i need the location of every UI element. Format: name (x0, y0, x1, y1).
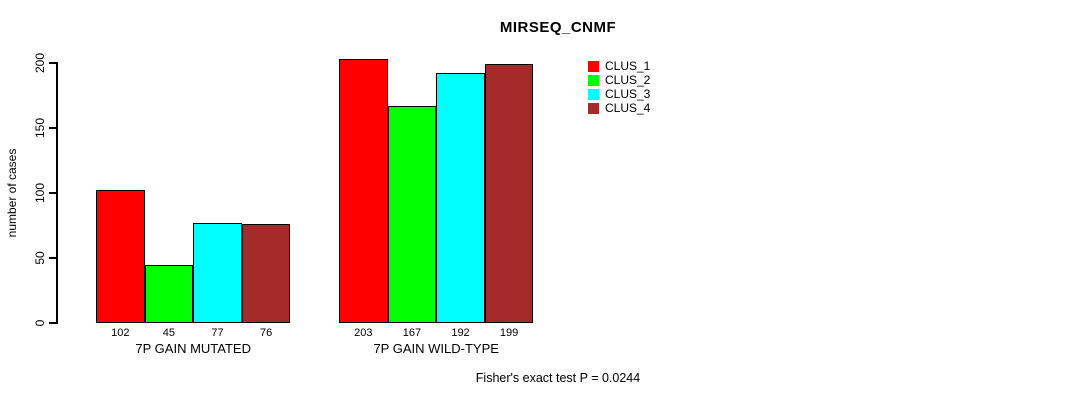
y-axis-tick-label: 150 (33, 117, 47, 139)
y-axis-tick-label: 50 (33, 251, 47, 265)
legend-item-clus_4: CLUS_4 (588, 101, 651, 115)
y-axis-tick (49, 192, 56, 194)
bar-value-label: 76 (259, 327, 273, 339)
bar-value-label: 77 (211, 327, 224, 339)
legend-swatch (588, 75, 599, 86)
y-axis-tick (49, 322, 56, 324)
bar-clus_2-2 (387, 105, 437, 323)
legend-label: CLUS_2 (605, 73, 651, 87)
bar-clus_1-2 (339, 59, 388, 323)
bar-clus_3-2 (436, 73, 485, 323)
fisher-test-annotation: Fisher's exact test P = 0.0244 (475, 371, 641, 385)
legend-item-clus_2: CLUS_2 (588, 73, 651, 87)
bar-clus_2-1 (144, 264, 194, 323)
legend-item-clus_3: CLUS_3 (588, 87, 651, 101)
y-axis-line (56, 62, 58, 324)
y-axis-tick (49, 127, 56, 129)
legend-label: CLUS_1 (605, 59, 651, 73)
y-axis-tick-label: 0 (33, 319, 47, 327)
bar-clus_4-2 (484, 64, 534, 323)
bar-value-label: 192 (451, 327, 470, 339)
y-axis-tick-label: 200 (33, 52, 47, 74)
bar-value-label: 203 (354, 327, 373, 339)
bar-clus_3-1 (193, 222, 242, 323)
legend-label: CLUS_3 (605, 87, 651, 101)
bar-clus_4-1 (241, 224, 291, 323)
y-axis-tick-label: 100 (33, 182, 47, 204)
group-label: 7P GAIN WILD-TYPE (373, 341, 499, 356)
bar-value-label: 45 (162, 327, 176, 339)
legend-swatch (588, 103, 599, 114)
legend-item-clus_1: CLUS_1 (588, 59, 651, 73)
legend-swatch (588, 89, 599, 100)
bar-value-label: 199 (499, 327, 519, 339)
y-axis-tick (49, 257, 56, 259)
legend: CLUS_1 CLUS_2 CLUS_3 CLUS_4 (588, 59, 651, 115)
bar-value-label: 167 (402, 327, 422, 339)
legend-label: CLUS_4 (605, 101, 651, 115)
group-label: 7P GAIN MUTATED (135, 341, 251, 356)
y-axis-label: number of cases (5, 148, 19, 238)
bar-value-label: 102 (111, 327, 130, 339)
legend-swatch (588, 61, 599, 72)
bar-clus_1-1 (96, 190, 145, 323)
y-axis-tick (49, 62, 56, 64)
chart-title: MIRSEQ_CNMF (499, 19, 617, 36)
